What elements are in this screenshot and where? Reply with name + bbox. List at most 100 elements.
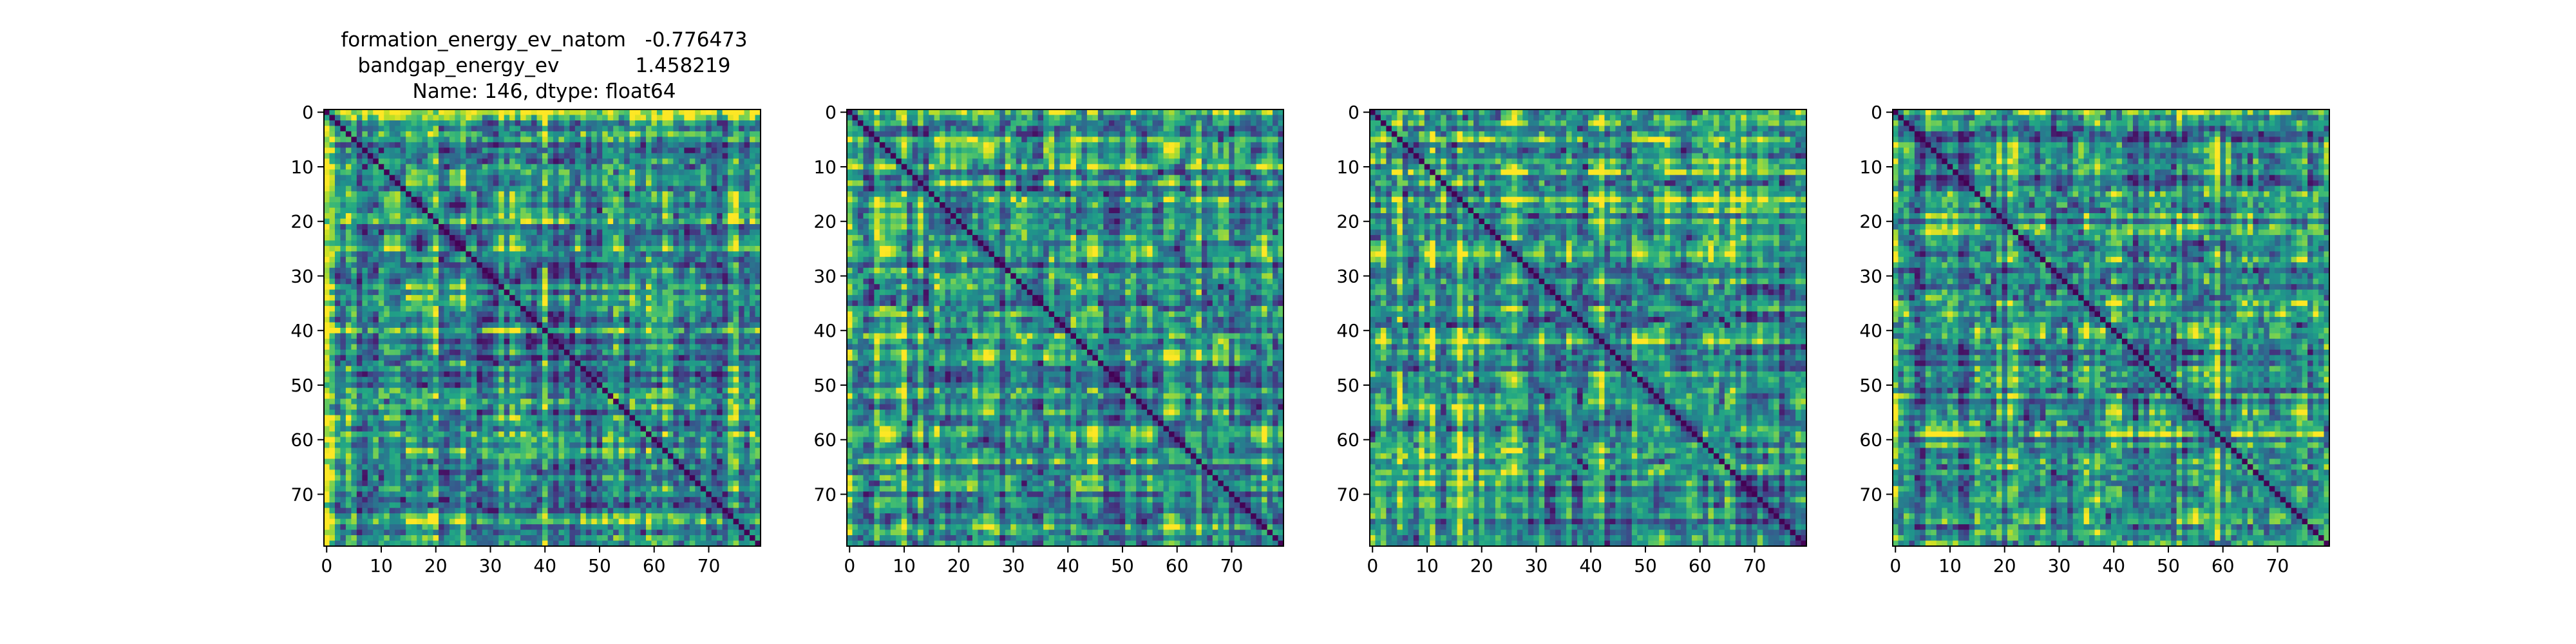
heatmap-cell bbox=[580, 344, 586, 350]
heatmap-cell bbox=[428, 257, 433, 263]
heatmap-cell bbox=[526, 301, 532, 307]
heatmap-cell bbox=[466, 279, 471, 285]
heatmap-cell bbox=[324, 388, 330, 393]
heatmap-cell bbox=[542, 120, 548, 126]
heatmap-cell bbox=[412, 317, 417, 323]
heatmap-cell bbox=[673, 208, 679, 214]
heatmap-cell bbox=[597, 251, 603, 257]
heatmap-cell bbox=[728, 284, 734, 290]
heatmap-cell bbox=[712, 290, 717, 296]
heatmap-cell bbox=[695, 333, 701, 339]
heatmap-cell bbox=[401, 273, 406, 279]
heatmap-cell bbox=[630, 251, 636, 257]
heatmap-cell bbox=[401, 339, 406, 345]
heatmap-cell bbox=[641, 421, 647, 426]
heatmap-cell bbox=[428, 290, 433, 296]
heatmap-cell bbox=[602, 388, 608, 393]
heatmap-cell bbox=[384, 180, 390, 186]
heatmap-cell bbox=[428, 197, 433, 203]
heatmap-cell bbox=[477, 290, 482, 296]
heatmap-cell bbox=[586, 377, 592, 383]
heatmap-cell bbox=[706, 158, 712, 164]
heatmap-cell bbox=[433, 213, 439, 219]
heatmap-cell bbox=[586, 246, 592, 252]
heatmap-cell bbox=[504, 158, 510, 164]
heatmap-cell bbox=[362, 350, 368, 355]
heatmap-cell bbox=[509, 202, 515, 208]
heatmap-cell bbox=[455, 131, 460, 137]
heatmap-cell bbox=[750, 257, 755, 263]
heatmap-cell bbox=[488, 191, 493, 197]
heatmap-cell bbox=[630, 137, 636, 142]
heatmap-cell bbox=[602, 120, 608, 126]
heatmap-cell bbox=[482, 109, 488, 115]
heatmap-cell bbox=[673, 317, 679, 323]
heatmap-cell bbox=[488, 306, 493, 312]
heatmap-cell bbox=[471, 350, 477, 355]
heatmap-cell bbox=[641, 262, 647, 268]
heatmap-cell bbox=[728, 388, 734, 393]
heatmap-cell bbox=[373, 312, 379, 317]
heatmap-cell bbox=[335, 399, 341, 404]
heatmap-cell bbox=[346, 295, 352, 301]
heatmap-cell bbox=[482, 377, 488, 383]
heatmap-cell bbox=[558, 240, 564, 246]
heatmap-cell bbox=[531, 290, 537, 296]
heatmap-cell bbox=[455, 361, 460, 366]
heatmap-cell bbox=[373, 301, 379, 307]
heatmap-cell bbox=[608, 372, 614, 377]
heatmap-cell bbox=[679, 115, 685, 120]
heatmap-cell bbox=[460, 361, 466, 366]
heatmap-cell bbox=[422, 169, 428, 175]
heatmap-cell bbox=[537, 333, 543, 339]
heatmap-cell bbox=[520, 350, 526, 355]
heatmap-cell bbox=[723, 279, 728, 285]
heatmap-cell bbox=[690, 350, 696, 355]
heatmap-cell bbox=[422, 317, 428, 323]
heatmap-cell bbox=[498, 377, 504, 383]
heatmap-cell bbox=[717, 213, 723, 219]
heatmap-cell bbox=[498, 317, 504, 323]
heatmap-cell bbox=[379, 251, 384, 257]
heatmap-cell bbox=[684, 213, 690, 219]
heatmap-cell bbox=[537, 273, 543, 279]
heatmap-cell bbox=[444, 251, 450, 257]
heatmap-cell bbox=[504, 219, 510, 225]
heatmap-cell bbox=[690, 355, 696, 361]
heatmap-cell bbox=[646, 120, 652, 126]
heatmap-cell bbox=[728, 372, 734, 377]
heatmap-cell bbox=[564, 388, 570, 393]
heatmap-cell bbox=[520, 268, 526, 274]
heatmap-cell bbox=[346, 388, 352, 393]
heatmap-cell bbox=[428, 295, 433, 301]
heatmap-cell bbox=[739, 344, 744, 350]
heatmap-cell bbox=[373, 197, 379, 203]
heatmap-cell bbox=[384, 421, 390, 426]
heatmap-cell bbox=[368, 164, 374, 170]
heatmap-cell bbox=[488, 442, 493, 448]
heatmap-cell bbox=[417, 383, 422, 388]
heatmap-cell bbox=[362, 323, 368, 328]
heatmap-cell bbox=[329, 442, 335, 448]
heatmap-cell bbox=[690, 268, 696, 274]
heatmap-cell bbox=[662, 442, 668, 448]
heatmap-cell bbox=[520, 257, 526, 263]
heatmap-cell bbox=[695, 415, 701, 421]
heatmap-cell bbox=[466, 142, 471, 148]
heatmap-cell bbox=[652, 426, 658, 432]
heatmap-cell bbox=[439, 213, 444, 219]
heatmap-cell bbox=[460, 164, 466, 170]
heatmap-cell bbox=[324, 344, 330, 350]
heatmap-cell bbox=[701, 219, 706, 225]
heatmap-cell bbox=[668, 273, 674, 279]
heatmap-cell bbox=[526, 142, 532, 148]
heatmap-cell bbox=[520, 115, 526, 120]
heatmap-cell bbox=[662, 410, 668, 415]
heatmap-cell bbox=[542, 404, 548, 410]
heatmap-cell bbox=[591, 180, 597, 186]
heatmap-cell bbox=[662, 361, 668, 366]
heatmap-cell bbox=[652, 355, 658, 361]
heatmap-cell bbox=[455, 169, 460, 175]
heatmap-cell bbox=[390, 147, 395, 153]
heatmap-cell bbox=[684, 224, 690, 230]
